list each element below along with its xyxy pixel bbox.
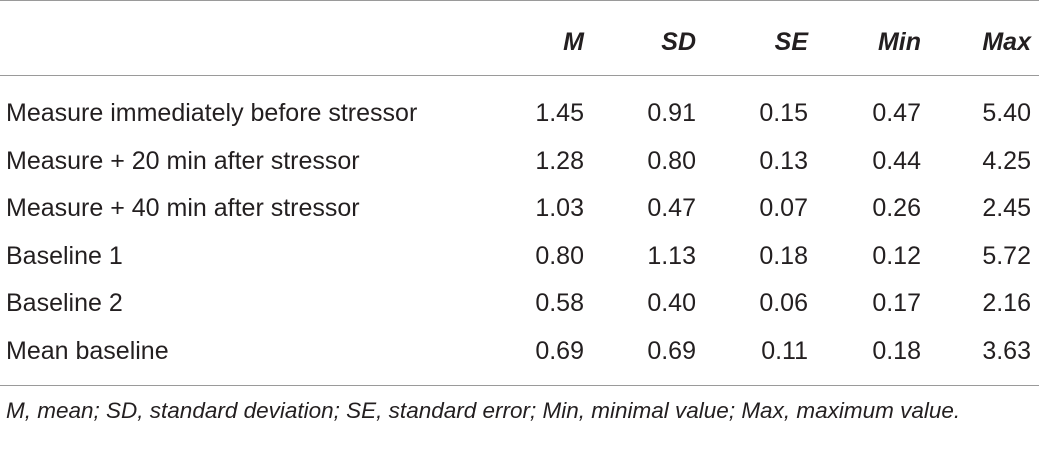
cell-sd: 0.40 xyxy=(647,289,696,318)
cell-se: 0.11 xyxy=(704,327,816,386)
cell-max: 4.25 xyxy=(982,146,1031,175)
row-label: Measure + 20 min after stressor xyxy=(6,146,360,175)
cell-sd: 1.13 xyxy=(647,241,696,270)
cell-min: 0.17 xyxy=(872,289,921,318)
table-row: Baseline 2 0.58 0.40 0.06 0.17 2.16 xyxy=(0,280,1039,328)
cell-min: 0.18 xyxy=(816,327,929,386)
cell-m: 0.69 xyxy=(480,327,592,386)
cell-m: 0.80 xyxy=(535,241,584,270)
header-sd: SD xyxy=(592,0,704,76)
cell-se: 0.13 xyxy=(759,146,808,175)
row-label: Measure + 40 min after stressor xyxy=(6,194,360,223)
cell-sd: 0.47 xyxy=(647,194,696,223)
cell-se: 0.15 xyxy=(759,99,808,128)
row-label: Mean baseline xyxy=(0,327,480,386)
row-label: Measure immediately before stressor xyxy=(6,99,418,128)
cell-max: 2.16 xyxy=(982,289,1031,318)
table-row: Measure immediately before stressor 1.45… xyxy=(0,76,1039,138)
table-row: Mean baseline 0.69 0.69 0.11 0.18 3.63 xyxy=(0,327,1039,386)
row-label: Baseline 2 xyxy=(6,289,123,318)
cell-min: 0.44 xyxy=(872,146,921,175)
cell-max: 3.63 xyxy=(929,327,1039,386)
header-se: SE xyxy=(704,0,816,76)
cell-se: 0.07 xyxy=(759,194,808,223)
header-max: Max xyxy=(929,0,1039,76)
table-row: Baseline 1 0.80 1.13 0.18 0.12 5.72 xyxy=(0,233,1039,281)
cell-m: 0.58 xyxy=(535,289,584,318)
cell-sd: 0.80 xyxy=(647,146,696,175)
cell-sd: 0.91 xyxy=(647,99,696,128)
header-label-column xyxy=(0,0,480,76)
header-min: Min xyxy=(816,0,929,76)
cell-se: 0.06 xyxy=(759,289,808,318)
table-header-row: M SD SE Min Max xyxy=(0,0,1039,76)
cell-max: 5.40 xyxy=(982,99,1031,128)
cell-max: 5.72 xyxy=(982,241,1031,270)
data-table-container: M SD SE Min Max Measure immediately befo… xyxy=(0,0,1039,386)
table-row: Measure + 40 min after stressor 1.03 0.4… xyxy=(0,185,1039,233)
statistics-table: M SD SE Min Max Measure immediately befo… xyxy=(0,0,1039,386)
cell-m: 1.03 xyxy=(535,194,584,223)
table-footnote: M, mean; SD, standard deviation; SE, sta… xyxy=(6,398,961,423)
header-m: M xyxy=(480,0,592,76)
table-row: Measure + 20 min after stressor 1.28 0.8… xyxy=(0,138,1039,186)
cell-min: 0.47 xyxy=(872,99,921,128)
cell-sd: 0.69 xyxy=(592,327,704,386)
cell-m: 1.28 xyxy=(535,146,584,175)
cell-se: 0.18 xyxy=(759,241,808,270)
row-label: Baseline 1 xyxy=(6,241,123,270)
cell-m: 1.45 xyxy=(535,99,584,128)
cell-max: 2.45 xyxy=(982,194,1031,223)
cell-min: 0.26 xyxy=(872,194,921,223)
cell-min: 0.12 xyxy=(872,241,921,270)
